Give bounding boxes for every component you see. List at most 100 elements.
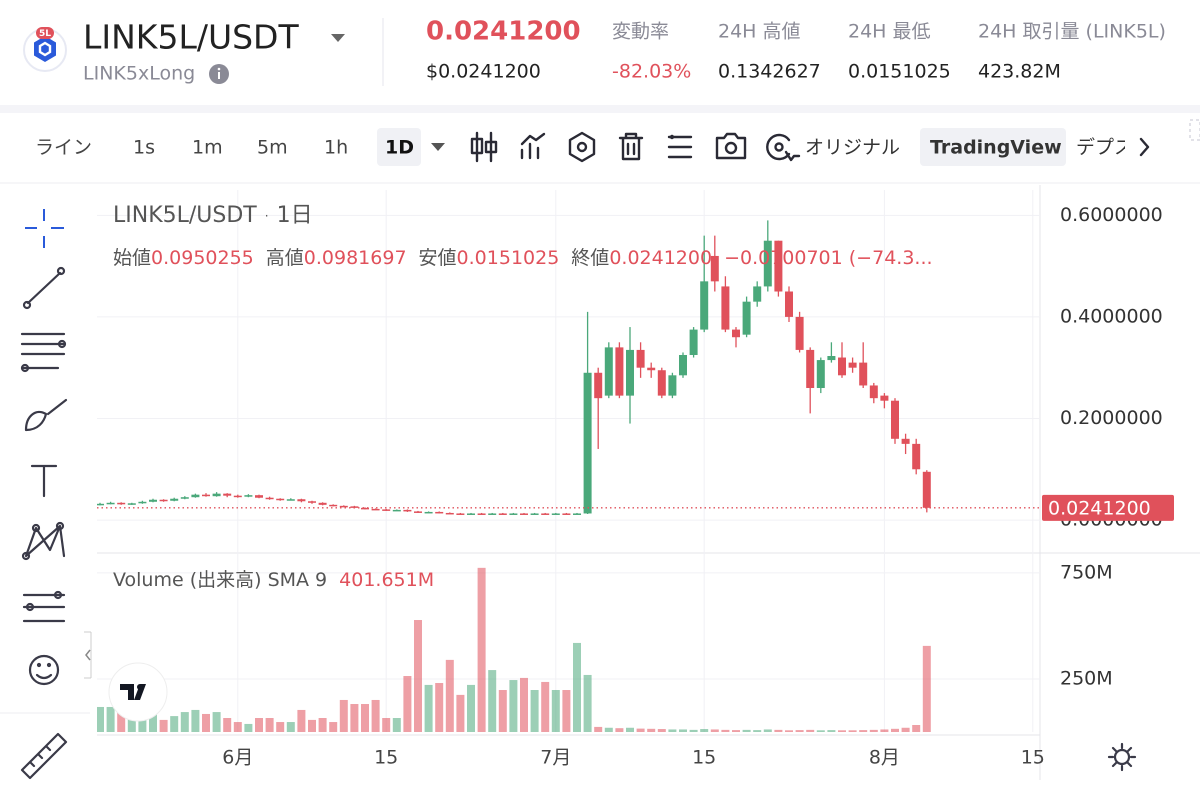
- stat-label: 24H 高値: [718, 21, 801, 43]
- collapse-arrow[interactable]: [85, 649, 91, 661]
- volume-bar: [297, 709, 306, 732]
- collapse-handle[interactable]: [84, 631, 92, 679]
- crosshair-tool[interactable]: [25, 209, 64, 248]
- volume-bar: [530, 690, 539, 732]
- volume-bar: [859, 730, 868, 732]
- symbol-dropdown[interactable]: [331, 34, 345, 42]
- brush-tool[interactable]: [24, 398, 68, 432]
- candle-body: [467, 513, 475, 515]
- candle-body: [403, 509, 412, 512]
- candle-body: [626, 349, 634, 396]
- candle-body: [350, 506, 359, 508]
- volume-bar: [403, 676, 412, 732]
- volume-bar: [382, 718, 391, 732]
- interval[interactable]: 1h: [324, 137, 348, 159]
- fib-tool[interactable]: [22, 590, 66, 623]
- interval[interactable]: 5m: [257, 137, 288, 159]
- candle-body: [424, 511, 433, 514]
- layout-icon[interactable]: [667, 134, 693, 159]
- toolbar: ライン 1s 1m 5m 1h 1D オリジナル TradingView デプス: [35, 137, 1133, 159]
- toolbar-icons: [470, 131, 1150, 163]
- candle-body: [679, 354, 687, 376]
- interval[interactable]: 1D: [385, 137, 414, 159]
- volume-bar: [467, 684, 475, 732]
- scroll-right[interactable]: [1139, 137, 1150, 157]
- interval[interactable]: 1m: [192, 137, 223, 159]
- candle-body: [233, 495, 242, 498]
- candle-body: [689, 329, 698, 355]
- settings-icon[interactable]: [568, 131, 596, 163]
- stats: 変動率 -82.03% 24H 高値 0.1342627 24H 最低 0.0151025…: [612, 21, 1166, 83]
- ohlc-label: 安値: [419, 247, 457, 269]
- volume-bar: [774, 729, 783, 732]
- tv-logo[interactable]: [108, 662, 168, 722]
- ohlc-label: 終値: [571, 247, 609, 269]
- price-pane: [97, 220, 931, 515]
- candle-icon[interactable]: [470, 131, 498, 163]
- ohlc-change: −0.0700701 (−74.3...: [724, 247, 932, 269]
- candle-body: [138, 501, 147, 504]
- y-tick-label: 0.4000000: [1060, 305, 1163, 327]
- delete-icon[interactable]: [618, 132, 644, 161]
- symbol[interactable]: LINK5L/USDT: [83, 18, 299, 57]
- ruler-tool[interactable]: [20, 732, 68, 780]
- volume-bar: [265, 718, 274, 732]
- candle-body: [488, 513, 497, 515]
- candle-body: [318, 502, 327, 505]
- candle-body: [180, 497, 189, 499]
- camera-icon[interactable]: [715, 132, 747, 160]
- volume-bar: [435, 683, 444, 732]
- volume-bar: [233, 722, 242, 732]
- indicator-icon[interactable]: [520, 132, 546, 160]
- candle-body: [329, 504, 338, 507]
- candle-body: [869, 385, 878, 399]
- pattern-tool[interactable]: [21, 521, 66, 561]
- volume-sma: 401.651M: [339, 569, 434, 591]
- candle-body: [562, 513, 571, 515]
- handle: [1189, 119, 1200, 141]
- last-price-box: [1042, 494, 1174, 521]
- text-tool[interactable]: [30, 464, 58, 498]
- ohlc-legend: 始値0.0950255 高値0.0981697 安値0.0151025 終値0.024…: [113, 247, 933, 269]
- candle-body: [753, 286, 762, 302]
- view-option[interactable]: デプス: [1076, 137, 1133, 159]
- volume-bar: [562, 690, 571, 732]
- chart-settings[interactable]: [1107, 742, 1137, 772]
- volume-bar: [244, 723, 253, 732]
- candle-body: [806, 349, 815, 389]
- candle-body: [127, 503, 136, 505]
- candle-body: [880, 395, 889, 401]
- candle-body: [106, 502, 115, 505]
- volume-bar: [551, 690, 560, 732]
- candle-body: [912, 443, 921, 470]
- stat-value: 423.82M: [978, 61, 1061, 83]
- candle-body: [541, 513, 550, 515]
- parallel-tool[interactable]: [20, 332, 67, 373]
- interval[interactable]: 1s: [133, 137, 155, 159]
- volume-bar: [308, 719, 316, 732]
- candle-body: [170, 498, 179, 501]
- view-option[interactable]: オリジナル: [805, 137, 900, 159]
- volume-bar: [488, 670, 497, 732]
- volume-bar: [583, 674, 592, 732]
- volume-tick-label: 750M: [1060, 561, 1113, 583]
- volume-bar: [191, 709, 200, 732]
- ohlc-value: 0.0981697: [304, 247, 407, 269]
- candle-body: [721, 286, 730, 330]
- emoji-tool[interactable]: [28, 654, 60, 686]
- view-option[interactable]: TradingView: [930, 137, 1062, 159]
- interval[interactable]: ライン: [35, 137, 92, 159]
- interval-dropdown[interactable]: [431, 143, 445, 151]
- volume-bar: [456, 694, 465, 732]
- candle-body: [149, 499, 157, 502]
- line-tool[interactable]: [22, 266, 66, 310]
- view-icon[interactable]: [766, 133, 801, 162]
- volume-bar: [212, 712, 221, 732]
- volume-bar: [710, 729, 719, 732]
- candle-body: [382, 509, 391, 511]
- candle-body: [785, 291, 793, 317]
- dot: ·: [265, 209, 269, 223]
- info-dot: [217, 67, 221, 71]
- candle-body: [647, 367, 656, 371]
